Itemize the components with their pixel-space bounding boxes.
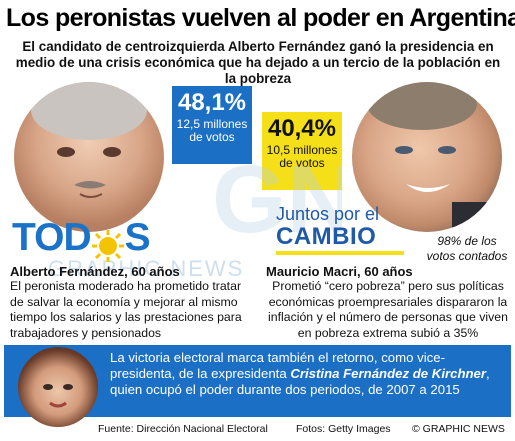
- sun-icon: [91, 229, 124, 262]
- votes-counted-note: 98% de los votos contados: [426, 234, 508, 263]
- fernandez-name: Alberto Fernández, 60 años: [10, 264, 180, 279]
- macri-description: Prometió “cero pobreza” pero sus polític…: [268, 279, 508, 340]
- fernandez-photo: [14, 82, 164, 232]
- photo-credit: Fotos: Getty Images: [296, 423, 391, 435]
- fernandez-description: El peronista moderado ha prometido trata…: [10, 279, 242, 340]
- fernandez-votes: 12,5 millones de votos: [176, 117, 248, 144]
- watermark-text: GRAPHIC NEWS: [48, 256, 245, 281]
- kirchner-text-before: La victoria electoral marca también el r…: [110, 350, 445, 381]
- todos-logo-text-end: S: [124, 216, 151, 259]
- macri-votes: 10,5 millones de votos: [266, 143, 338, 170]
- kirchner-photo: [18, 347, 98, 427]
- credits-bar: Fuente: Dirección Nacional Electoral Fot…: [0, 420, 515, 438]
- jxc-party-logo: Juntos por el CAMBIO: [276, 204, 416, 255]
- kirchner-text-after: , quien ocupó el poder durante dos perio…: [110, 366, 490, 397]
- subheadline: El candidato de centroizquierda Alberto …: [15, 39, 501, 86]
- jxc-logo-bottom: CAMBIO: [276, 223, 377, 250]
- macri-name: Mauricio Macri, 60 años: [266, 264, 413, 279]
- fernandez-percent: 48,1%: [177, 89, 247, 116]
- jxc-logo-underline: [276, 251, 404, 255]
- jxc-logo-top: Juntos por el: [276, 204, 380, 224]
- kirchner-name: Cristina Fernández de Kirchner: [290, 366, 487, 381]
- svg-text:GN: GN: [212, 146, 342, 253]
- fernandez-result-box: 48,1% 12,5 millones de votos: [172, 86, 252, 164]
- source-credit: Fuente: Dirección Nacional Electoral: [98, 423, 268, 435]
- todos-logo-text: TOD: [12, 216, 92, 259]
- kirchner-text: La victoria electoral marca también el r…: [110, 350, 508, 398]
- copyright: © GRAPHIC NEWS: [412, 423, 505, 435]
- macri-percent: 40,4%: [267, 115, 337, 142]
- watermark-logo: GN: [212, 146, 342, 253]
- headline: Los peronistas vuelven al poder en Argen…: [6, 4, 515, 32]
- todos-party-logo: TOD S: [12, 216, 164, 262]
- macri-result-box: 40,4% 10,5 millones de votos: [262, 112, 342, 190]
